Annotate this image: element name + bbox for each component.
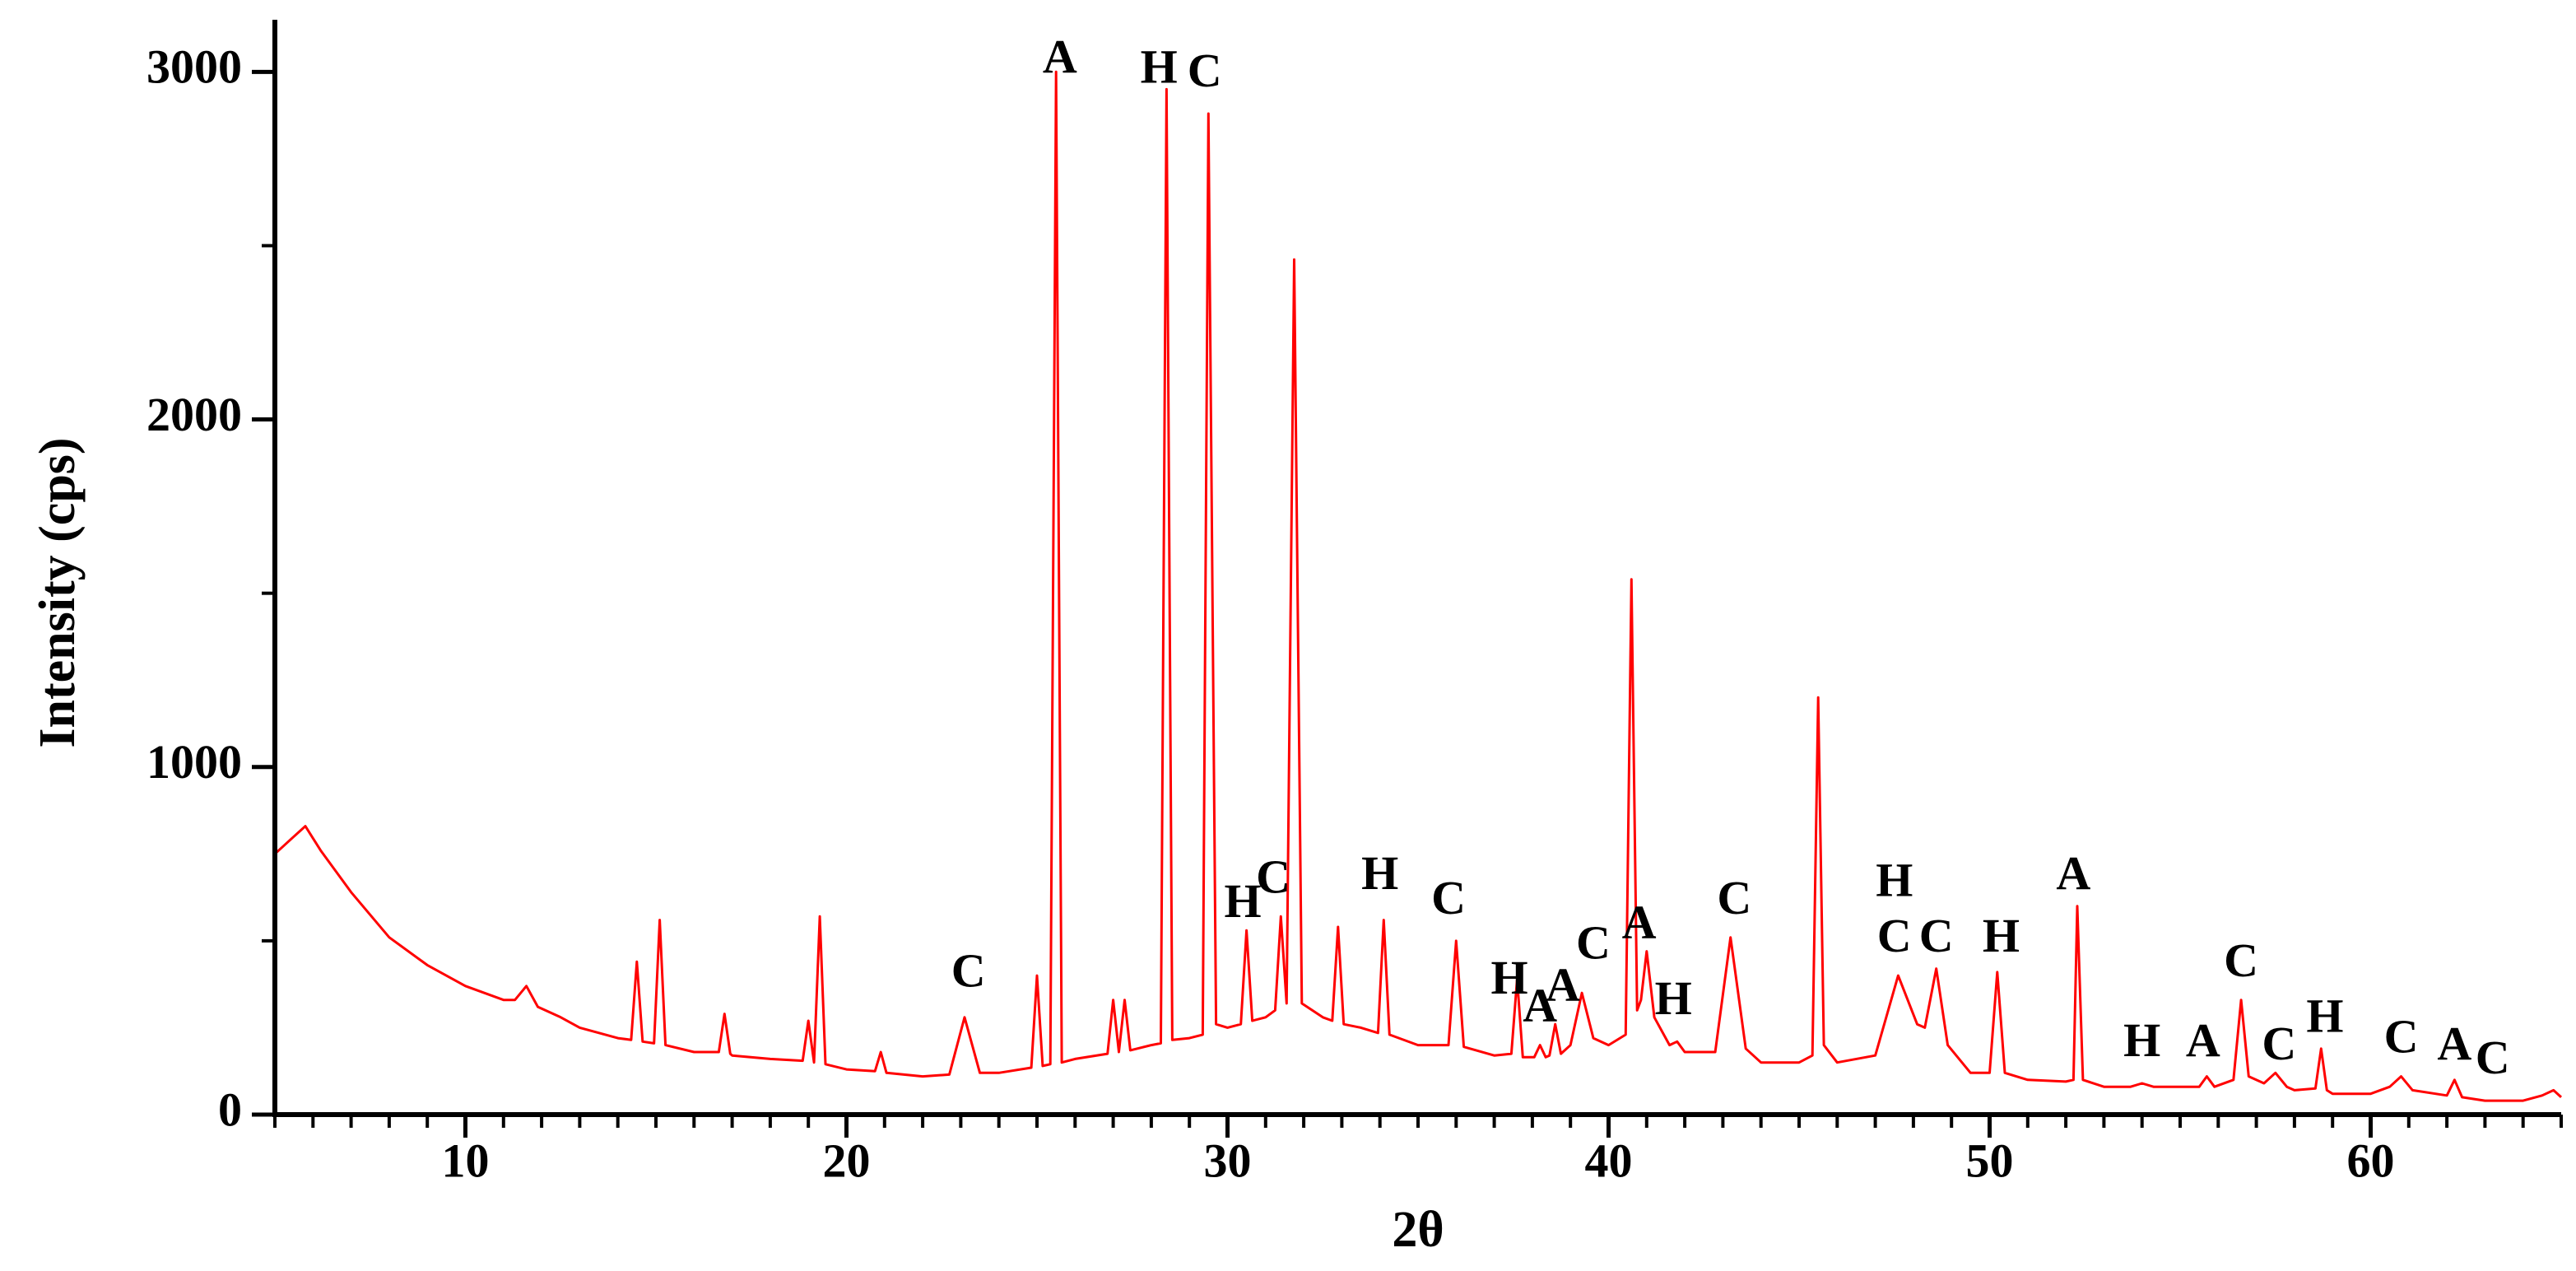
peak-label: C xyxy=(1256,850,1290,903)
peak-label: A xyxy=(2437,1017,2471,1070)
y-tick-label: 0 xyxy=(218,1082,242,1136)
peak-label: H xyxy=(1655,971,1692,1025)
peak-label: C xyxy=(1188,44,1222,97)
peak-label: H xyxy=(1224,874,1261,928)
y-axis-label: Intensity (cps) xyxy=(30,437,86,747)
x-axis-label: 2θ xyxy=(1392,1202,1444,1258)
peak-label: C xyxy=(2224,933,2258,987)
peak-label: H xyxy=(1361,846,1398,900)
x-tick-label: 10 xyxy=(442,1134,490,1187)
peak-label: C xyxy=(1576,916,1611,970)
peak-label: A xyxy=(2056,846,2090,900)
peak-label: C xyxy=(1919,909,1954,962)
peak-label: C xyxy=(1877,909,1912,962)
peak-label: C xyxy=(951,943,986,997)
peak-label: C xyxy=(2384,1010,2419,1064)
x-tick-label: 20 xyxy=(823,1134,871,1187)
peak-label: C xyxy=(1717,871,1751,924)
x-tick-label: 40 xyxy=(1585,1134,1633,1187)
peak-label: H xyxy=(1141,40,1178,94)
x-tick-label: 50 xyxy=(1966,1134,2014,1187)
peak-label: A xyxy=(2186,1013,2220,1067)
peak-label: A xyxy=(1523,979,1557,1032)
x-tick-label: 30 xyxy=(1204,1134,1252,1187)
peak-label: H xyxy=(2306,989,2343,1042)
peak-label: C xyxy=(2476,1031,2510,1084)
peak-label: A xyxy=(1546,957,1580,1011)
y-tick-label: 1000 xyxy=(146,735,242,789)
peak-label: A xyxy=(1043,30,1077,83)
x-tick-label: 60 xyxy=(2347,1134,2395,1187)
peak-label: H xyxy=(2123,1013,2160,1067)
y-tick-label: 3000 xyxy=(146,40,242,94)
data-line xyxy=(273,70,2563,1102)
y-tick-label: 2000 xyxy=(146,388,242,441)
peak-label: H xyxy=(1983,909,2020,962)
peak-label: C xyxy=(1431,871,1466,924)
peak-label: A xyxy=(1622,895,1657,948)
peak-label: C xyxy=(2262,1017,2296,1070)
peak-label: H xyxy=(1491,951,1528,1004)
peak-label: H xyxy=(1876,854,1913,907)
